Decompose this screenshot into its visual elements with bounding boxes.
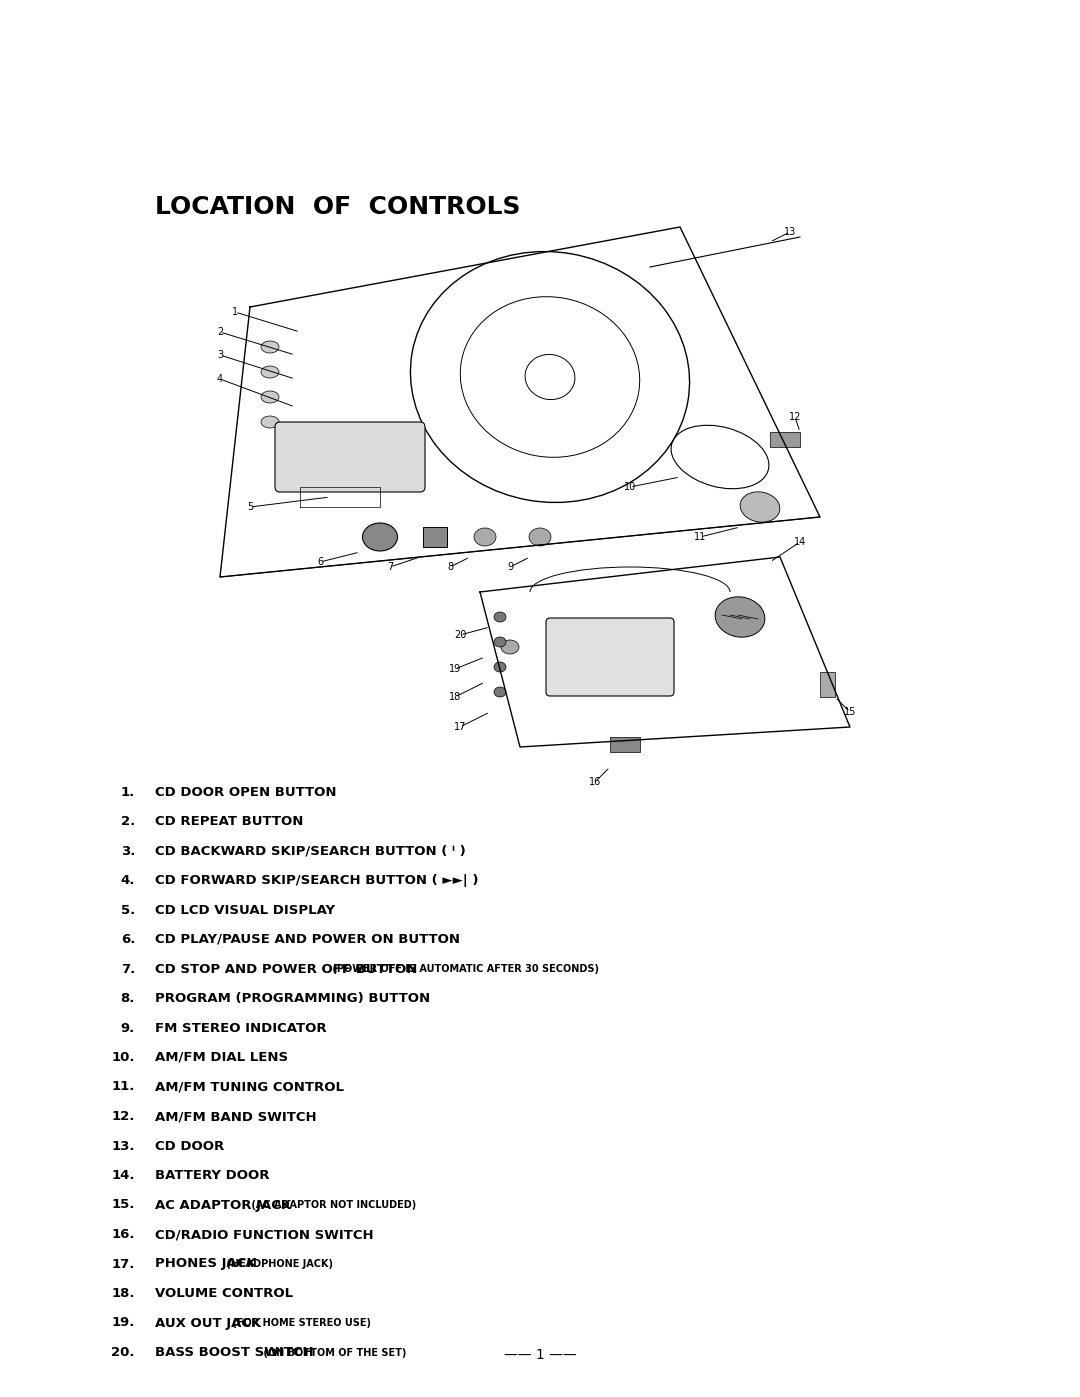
Text: 8.: 8.	[121, 992, 135, 1004]
Ellipse shape	[261, 416, 279, 427]
Text: AC ADAPTOR JACK: AC ADAPTOR JACK	[156, 1199, 292, 1211]
Ellipse shape	[494, 687, 507, 697]
Text: 14.: 14.	[111, 1169, 135, 1182]
Text: 9: 9	[507, 562, 513, 571]
Text: 13.: 13.	[111, 1140, 135, 1153]
Text: 15.: 15.	[111, 1199, 135, 1211]
Ellipse shape	[740, 492, 780, 522]
Text: PHONES JACK: PHONES JACK	[156, 1257, 257, 1270]
Ellipse shape	[494, 637, 507, 647]
Bar	[423, 527, 447, 548]
Text: 18.: 18.	[111, 1287, 135, 1301]
Text: PROGRAM (PROGRAMMING) BUTTON: PROGRAM (PROGRAMMING) BUTTON	[156, 992, 430, 1004]
Text: (FOR HOME STEREO USE): (FOR HOME STEREO USE)	[229, 1317, 372, 1329]
Text: 17: 17	[454, 722, 467, 732]
Ellipse shape	[474, 528, 496, 546]
Text: CD PLAY/PAUSE AND POWER ON BUTTON: CD PLAY/PAUSE AND POWER ON BUTTON	[156, 933, 460, 946]
Text: 20: 20	[454, 630, 467, 640]
Text: 11.: 11.	[111, 1080, 135, 1094]
Text: 19.: 19.	[111, 1316, 135, 1330]
Text: 16.: 16.	[111, 1228, 135, 1241]
Text: 6: 6	[316, 557, 323, 567]
Text: CD REPEAT BUTTON: CD REPEAT BUTTON	[156, 814, 303, 828]
Text: 5: 5	[247, 502, 253, 511]
Bar	[610, 738, 640, 752]
Ellipse shape	[261, 366, 279, 379]
Ellipse shape	[494, 662, 507, 672]
Text: FM STEREO INDICATOR: FM STEREO INDICATOR	[156, 1021, 326, 1035]
Text: 4: 4	[217, 374, 224, 384]
Text: CD/RADIO FUNCTION SWITCH: CD/RADIO FUNCTION SWITCH	[156, 1228, 374, 1241]
Text: AM/FM DIAL LENS: AM/FM DIAL LENS	[156, 1051, 288, 1065]
Ellipse shape	[261, 391, 279, 402]
Text: AUX OUT JACK: AUX OUT JACK	[156, 1316, 261, 1330]
Text: (ON BOTTOM OF THE SET): (ON BOTTOM OF THE SET)	[260, 1348, 407, 1358]
Ellipse shape	[501, 640, 519, 654]
Text: 16: 16	[589, 777, 602, 787]
Text: VOLUME CONTROL: VOLUME CONTROL	[156, 1287, 293, 1301]
Text: 3: 3	[217, 351, 224, 360]
Text: AM/FM BAND SWITCH: AM/FM BAND SWITCH	[156, 1111, 316, 1123]
Text: 12: 12	[788, 412, 801, 422]
Text: 18: 18	[449, 692, 461, 703]
Text: 8: 8	[447, 562, 454, 571]
Text: 17.: 17.	[111, 1257, 135, 1270]
Text: CD STOP AND POWER OFF BUTTON: CD STOP AND POWER OFF BUTTON	[156, 963, 417, 975]
Text: CD LCD VISUAL DISPLAY: CD LCD VISUAL DISPLAY	[156, 904, 335, 916]
Bar	[770, 432, 800, 447]
Ellipse shape	[494, 612, 507, 622]
FancyBboxPatch shape	[275, 422, 426, 492]
Text: 14: 14	[794, 536, 806, 548]
Text: 1: 1	[232, 307, 238, 317]
Text: 12.: 12.	[111, 1111, 135, 1123]
Text: 9.: 9.	[121, 1021, 135, 1035]
Text: 3.: 3.	[121, 845, 135, 858]
Ellipse shape	[529, 528, 551, 546]
Text: (POWER OFF IS AUTOMATIC AFTER 30 SECONDS): (POWER OFF IS AUTOMATIC AFTER 30 SECONDS…	[328, 964, 598, 974]
Text: CD FORWARD SKIP/SEARCH BUTTON ( ►►| ): CD FORWARD SKIP/SEARCH BUTTON ( ►►| )	[156, 875, 478, 887]
Text: 15: 15	[843, 707, 856, 717]
Ellipse shape	[715, 597, 765, 637]
Ellipse shape	[363, 522, 397, 550]
Ellipse shape	[261, 341, 279, 353]
Text: 19: 19	[449, 664, 461, 673]
Text: CD DOOR OPEN BUTTON: CD DOOR OPEN BUTTON	[156, 785, 337, 799]
Text: 2.: 2.	[121, 814, 135, 828]
Text: 10.: 10.	[111, 1051, 135, 1065]
Text: LOCATION  OF  CONTROLS: LOCATION OF CONTROLS	[156, 196, 521, 219]
Text: BASS BOOST SWITCH: BASS BOOST SWITCH	[156, 1345, 313, 1359]
Text: 13: 13	[784, 226, 796, 237]
Text: 10: 10	[624, 482, 636, 492]
Text: 4.: 4.	[121, 875, 135, 887]
Text: AM/FM TUNING CONTROL: AM/FM TUNING CONTROL	[156, 1080, 345, 1094]
Text: 7.: 7.	[121, 963, 135, 975]
Text: CD DOOR: CD DOOR	[156, 1140, 225, 1153]
Text: (HEADPHONE JACK): (HEADPHONE JACK)	[224, 1259, 334, 1268]
Text: CD BACKWARD SKIP/SEARCH BUTTON ( ᑊ ): CD BACKWARD SKIP/SEARCH BUTTON ( ᑊ )	[156, 845, 465, 858]
Text: 6.: 6.	[121, 933, 135, 946]
Text: 2: 2	[217, 327, 224, 337]
Text: BATTERY DOOR: BATTERY DOOR	[156, 1169, 270, 1182]
Text: 1.: 1.	[121, 785, 135, 799]
FancyBboxPatch shape	[546, 617, 674, 696]
Text: (AC ADAPTOR NOT INCLUDED): (AC ADAPTOR NOT INCLUDED)	[248, 1200, 416, 1210]
Text: 20.: 20.	[111, 1345, 135, 1359]
Text: 5.: 5.	[121, 904, 135, 916]
Text: 7: 7	[387, 562, 393, 571]
Bar	[820, 672, 835, 697]
Text: —— 1 ——: —— 1 ——	[503, 1348, 577, 1362]
Text: 11: 11	[693, 532, 706, 542]
